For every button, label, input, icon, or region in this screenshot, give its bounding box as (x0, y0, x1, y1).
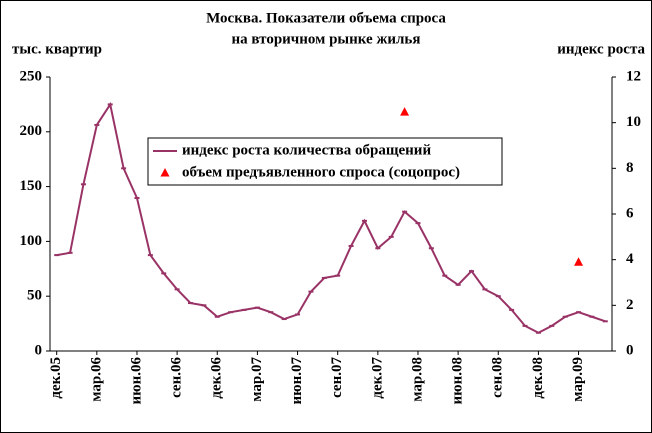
y-tick-label: 100 (20, 233, 43, 249)
point-marker (495, 295, 501, 298)
x-tick-label: мар.07 (249, 357, 265, 402)
legend-label: объем предъявленного спроса (соцопрос) (182, 164, 460, 180)
point-marker (415, 222, 421, 225)
y-axis-label: тыс. квартир (12, 41, 102, 57)
point-marker (602, 320, 608, 323)
point-marker (281, 318, 287, 321)
point-marker (549, 324, 555, 327)
series-line (56, 101, 606, 334)
point-marker (67, 251, 73, 254)
point-marker (308, 290, 314, 293)
y2-axis-label: индекс роста (557, 41, 645, 57)
y2-tick-label: 2 (626, 297, 634, 313)
legend-symbol (160, 168, 170, 177)
point-marker (241, 308, 247, 311)
point-marker (134, 197, 140, 200)
x-tick-label: июн.06 (128, 357, 144, 405)
legend-symbol (162, 150, 168, 152)
x-tick-label: сен.06 (169, 357, 185, 398)
point-marker (428, 247, 434, 250)
point-marker (482, 288, 488, 291)
chart-subtitle: на вторичном рынке жилья (232, 31, 421, 47)
point-marker (509, 308, 515, 311)
y2-tick-label: 8 (626, 160, 634, 176)
point-marker (402, 210, 408, 213)
x-tick-label: мар.06 (88, 357, 104, 402)
point-marker (80, 183, 86, 186)
point-marker (214, 315, 220, 318)
y2-tick-label: 12 (626, 68, 641, 84)
x-tick-label: июн.07 (289, 357, 305, 405)
y2-tick-label: 6 (626, 205, 634, 221)
y-tick-label: 150 (20, 178, 43, 194)
point-marker (469, 270, 474, 273)
x-tick-label: сен.07 (329, 357, 345, 398)
x-tick-label: мар.08 (409, 357, 425, 402)
point-marker (535, 331, 541, 334)
point-marker (94, 123, 100, 126)
point-marker (174, 288, 180, 291)
point-marker (455, 283, 461, 286)
point-marker (321, 276, 327, 279)
point-marker (576, 311, 582, 314)
y-tick-label: 250 (20, 68, 43, 84)
point-marker (201, 304, 207, 307)
point-marker (388, 235, 394, 238)
point-marker (147, 254, 153, 257)
x-tick-label: дек.08 (530, 357, 546, 399)
y-tick-label: 200 (20, 123, 43, 139)
point-marker (121, 167, 127, 170)
point-marker (589, 315, 595, 318)
y2-tick-label: 4 (626, 251, 634, 267)
y-tick-label: 50 (27, 288, 42, 304)
x-tick-label: мар.09 (570, 357, 586, 402)
point-marker (375, 247, 381, 250)
point-marker (254, 306, 260, 309)
point-marker (348, 244, 354, 247)
x-tick-label: дек.06 (209, 357, 225, 399)
chart-title: Москва. Показатели объема спроса (206, 10, 446, 26)
legend-label: индекс роста количества обращений (182, 142, 431, 158)
x-tick-label: сен.08 (490, 357, 506, 398)
point-marker (361, 219, 367, 222)
point-marker (442, 274, 448, 277)
point-marker (54, 254, 60, 257)
point-marker (107, 103, 113, 106)
point-marker (188, 302, 193, 305)
point-marker (522, 324, 528, 327)
legend-box (147, 137, 503, 186)
x-tick-label: июн.08 (450, 357, 466, 405)
y2-tick-label: 10 (626, 114, 641, 130)
point-marker (268, 311, 274, 314)
point-marker (562, 315, 568, 318)
triangle-marker (574, 257, 584, 266)
x-tick-label: дек.05 (48, 357, 64, 399)
point-marker (228, 311, 234, 314)
point-marker (295, 313, 301, 316)
x-tick-label: дек.07 (369, 357, 385, 399)
point-marker (335, 274, 341, 277)
triangle-marker (400, 107, 410, 116)
point-marker (161, 272, 167, 275)
y2-tick-label: 0 (626, 342, 634, 358)
y-tick-label: 0 (35, 342, 43, 358)
